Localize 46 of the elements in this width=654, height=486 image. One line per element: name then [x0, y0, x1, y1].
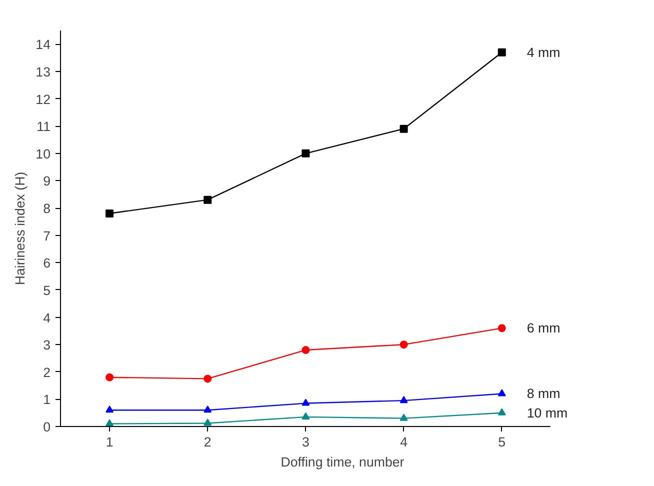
point	[106, 406, 114, 413]
y-tick-label: 10	[36, 146, 51, 162]
x-axis-title: Doffing time, number	[280, 454, 405, 470]
series-label: 10 mm	[526, 405, 568, 420]
x-tick-label: 2	[204, 434, 212, 450]
point	[204, 374, 212, 383]
y-tick-label: 7	[43, 228, 51, 244]
y-tick-label: 9	[43, 174, 51, 189]
y-tick-label: 14	[36, 37, 52, 52]
point	[498, 48, 506, 56]
point	[204, 196, 212, 204]
y-tick-label: 13	[36, 64, 51, 80]
y-tick-label: 5	[43, 282, 51, 298]
y-tick-label: 1	[43, 392, 51, 408]
y-tick-label: 0	[43, 420, 51, 434]
series-label: 4 mm	[526, 44, 560, 60]
y-tick-label: 11	[36, 119, 51, 134]
point	[400, 396, 408, 404]
y-tick-label: 4	[43, 310, 52, 326]
x-tick-label: 1	[106, 434, 114, 450]
x-tick-label: 3	[302, 434, 310, 450]
point	[302, 412, 310, 420]
point	[302, 149, 310, 158]
x-tick-label: 4	[400, 434, 408, 450]
series-label: 6 mm	[526, 320, 560, 336]
point	[204, 406, 212, 413]
x-tick-label: 5	[498, 434, 506, 450]
point	[302, 346, 310, 354]
y-tick-label: 2	[43, 364, 51, 380]
y-tick-label: 3	[43, 338, 51, 353]
point	[302, 398, 310, 406]
point	[498, 389, 506, 396]
y-tick-label: 8	[43, 201, 51, 216]
point	[400, 414, 408, 421]
point	[204, 418, 212, 426]
series-label: 8 mm	[526, 386, 560, 402]
point	[106, 209, 114, 218]
y-tick-label: 12	[36, 92, 51, 107]
point	[400, 340, 408, 349]
y-tick-label: 6	[43, 256, 51, 271]
y-axis-title: Hairiness index (H)	[12, 172, 28, 286]
point	[498, 408, 506, 416]
point	[400, 124, 408, 133]
point	[106, 373, 114, 382]
point	[498, 324, 506, 332]
point	[106, 419, 114, 426]
